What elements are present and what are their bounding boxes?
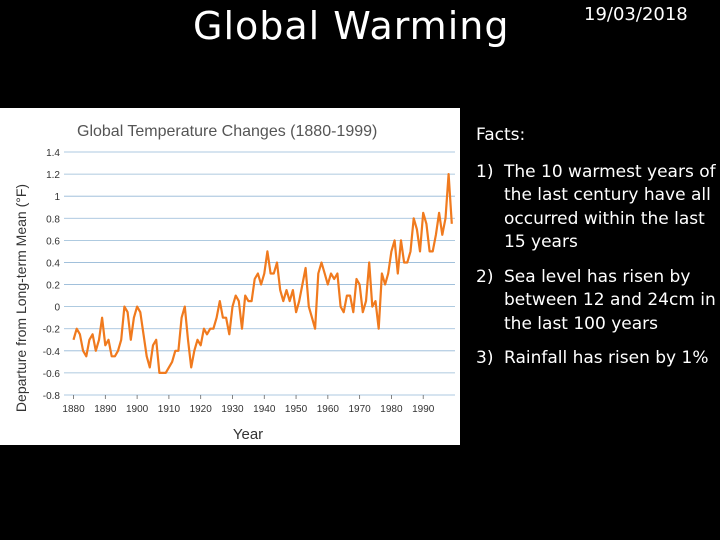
y-tick-label: -0.6 (43, 369, 61, 380)
facts-panel: Facts: 1) The 10 warmest years of the la… (476, 124, 716, 382)
fact-text: Rainfall has risen by 1% (504, 348, 709, 368)
x-tick-label: 1920 (190, 404, 213, 415)
slide-date: 19/03/2018 (584, 4, 688, 25)
x-tick-label: 1910 (158, 404, 181, 415)
y-tick-label: 0.8 (46, 214, 60, 225)
chart-svg: Global Temperature Changes (1880-1999) Y… (13, 123, 455, 443)
y-tick-label: 0.2 (46, 281, 60, 292)
y-tick-label: -0.2 (43, 325, 61, 336)
x-tick-label: 1880 (62, 404, 85, 415)
slide-title: Global Warming (193, 4, 510, 48)
y-tick-label: 0 (54, 303, 60, 314)
fact-number: 1) (476, 161, 494, 182)
y-tick-label: 0.6 (46, 236, 60, 247)
facts-heading: Facts: (476, 125, 526, 145)
x-tick-label: 1960 (317, 404, 340, 415)
x-tick-label: 1930 (221, 404, 244, 415)
chart-series (72, 172, 453, 374)
fact-item-3: 3) Rainfall has risen by 1% (476, 347, 716, 371)
y-tick-label: 0.4 (46, 258, 60, 269)
fact-number: 2) (476, 266, 494, 287)
chart-grid (64, 151, 455, 396)
fact-item-2: 2) Sea level has risen by between 12 and… (476, 266, 716, 337)
chart-y-axis-label: Departure from Long-term Mean (°F) (13, 184, 29, 412)
x-tick-label: 1890 (94, 404, 117, 415)
chart-x-axis-label: Year (233, 426, 263, 443)
temperature-series-line (72, 172, 453, 374)
x-tick-label: 1950 (285, 404, 308, 415)
x-tick-label: 1900 (126, 404, 149, 415)
y-tick-label: -0.4 (43, 347, 61, 358)
y-tick-label: -0.8 (43, 391, 61, 402)
temperature-chart: Global Temperature Changes (1880-1999) Y… (0, 108, 460, 445)
x-tick-label: 1940 (253, 404, 276, 415)
x-tick-label: 1970 (349, 404, 372, 415)
fact-text: Sea level has risen by between 12 and 24… (504, 266, 716, 334)
y-tick-label: 1.4 (46, 148, 60, 159)
chart-ticks: 1.4 1.2 1 0.8 0.6 0.4 0.2 0 -0.2 -0.4 -0.6 -0.81880… (43, 148, 435, 415)
x-tick-label: 1980 (380, 404, 403, 415)
fact-number: 3) (476, 348, 494, 368)
y-tick-label: 1 (54, 192, 60, 203)
fact-text: The 10 warmest years of the last century… (504, 161, 716, 253)
fact-item-1: 1) The 10 warmest years of the last cent… (476, 161, 716, 255)
x-tick-label: 1990 (412, 404, 435, 415)
chart-title: Global Temperature Changes (1880-1999) (77, 123, 377, 140)
y-tick-label: 1.2 (46, 170, 60, 181)
